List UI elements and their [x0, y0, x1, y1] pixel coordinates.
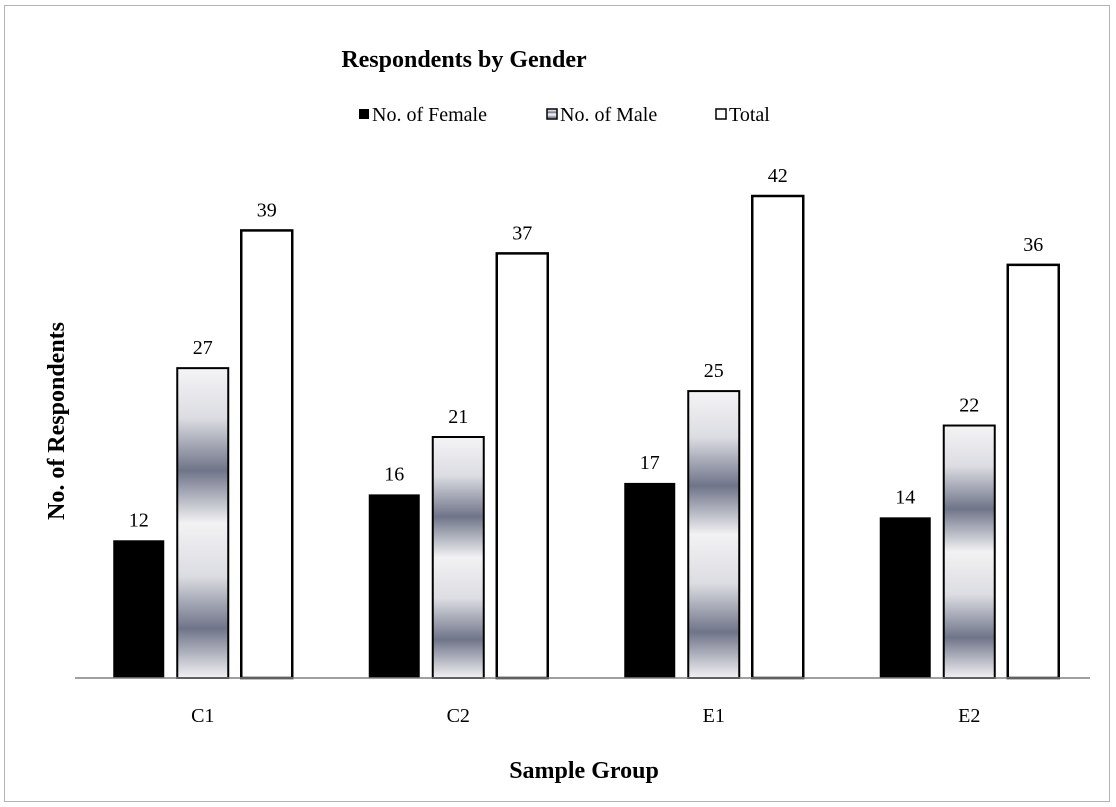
bar-female-c1: [113, 540, 165, 678]
bar-female-e1: [624, 482, 676, 678]
value-label-female-c1: 12: [129, 509, 149, 531]
category-label-c1: C1: [191, 705, 214, 727]
value-label-total-c2: 37: [512, 222, 532, 244]
legend-swatch-total: [715, 108, 727, 120]
bar-total-c2: [495, 252, 549, 680]
y-axis-label: No. of Respondents: [44, 322, 70, 520]
value-label-male-e1: 25: [704, 360, 724, 382]
value-label-male-c1: 27: [193, 337, 213, 359]
bars-group: [113, 194, 1060, 680]
value-label-total-c1: 39: [257, 199, 277, 221]
x-axis-label: Sample Group: [509, 758, 659, 784]
bar-male-e2: [942, 424, 996, 679]
bar-male-c1: [176, 367, 230, 679]
bar-male-e1: [687, 390, 741, 679]
category-label-c2: C2: [447, 705, 470, 727]
value-label-male-c2: 21: [448, 406, 468, 428]
value-label-female-e2: 14: [895, 486, 915, 508]
legend-swatch-female: [359, 109, 369, 119]
legend-swatch-male: [546, 108, 558, 120]
category-label-e2: E2: [958, 705, 980, 727]
value-label-female-e1: 17: [640, 452, 660, 474]
legend: No. of Female No. of Male Total: [359, 104, 770, 126]
bar-total-e1: [751, 194, 805, 680]
category-label-e1: E1: [703, 705, 725, 727]
legend-label-total: Total: [729, 104, 770, 126]
bar-female-e2: [879, 517, 931, 678]
bar-female-c2: [368, 494, 420, 678]
value-label-total-e1: 42: [768, 165, 788, 187]
legend-label-female: No. of Female: [372, 104, 487, 126]
chart-title: Respondents by Gender: [341, 47, 587, 73]
value-label-total-e2: 36: [1023, 234, 1043, 256]
value-label-female-c2: 16: [384, 463, 404, 485]
category-labels-group: C1 C2 E1 E2: [191, 705, 980, 727]
bar-total-e2: [1006, 263, 1060, 680]
value-labels-group: 12 27 39 16 21 37 17 25 42 14 22 36: [129, 165, 1044, 531]
bar-male-c2: [431, 436, 485, 679]
bar-total-c1: [240, 229, 294, 680]
legend-label-male: No. of Male: [560, 104, 657, 126]
value-label-male-e2: 22: [959, 395, 979, 417]
